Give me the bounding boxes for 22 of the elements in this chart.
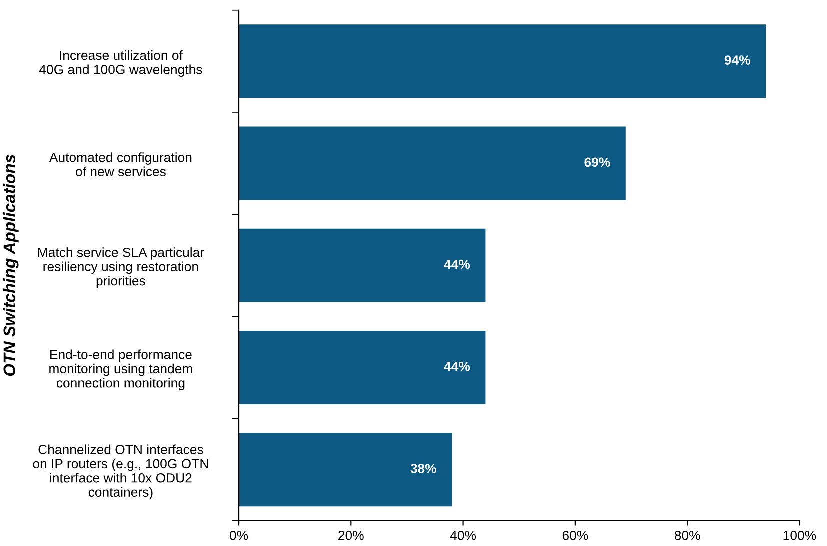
bar <box>239 228 486 302</box>
y-tick-label: Match service SLA particular resiliency using restoration priorities <box>38 248 204 288</box>
data-label: 44% <box>444 362 470 372</box>
x-tick-label: 60% <box>562 530 588 540</box>
bar <box>239 330 486 404</box>
x-tick-label: 20% <box>338 530 364 540</box>
data-label: 38% <box>410 464 436 474</box>
y-axis-title: OTN Switching Applications <box>3 154 19 376</box>
x-tick-label: 40% <box>450 530 476 540</box>
x-tick-label: 0% <box>230 530 248 540</box>
bar <box>239 24 766 98</box>
data-label: 44% <box>444 260 470 270</box>
data-label: 94% <box>724 56 750 65</box>
y-tick-label: End-to-end performance monitoring using tandem connection monitoring <box>50 350 192 390</box>
y-tick-label: Automated configuration of new services <box>49 152 192 176</box>
y-tick-label: Increase utilization of 40G and 100G wavelengths <box>39 50 202 78</box>
x-tick-label: 100% <box>784 530 816 540</box>
bar <box>239 433 452 507</box>
x-tick-label: 80% <box>674 530 700 540</box>
data-label: 69% <box>584 158 610 168</box>
bar <box>239 126 626 200</box>
y-tick-label: Channelized OTN interfaces on IP routers (e.g., 100G OTN interface with 10x ODU2 containers) <box>33 444 208 500</box>
